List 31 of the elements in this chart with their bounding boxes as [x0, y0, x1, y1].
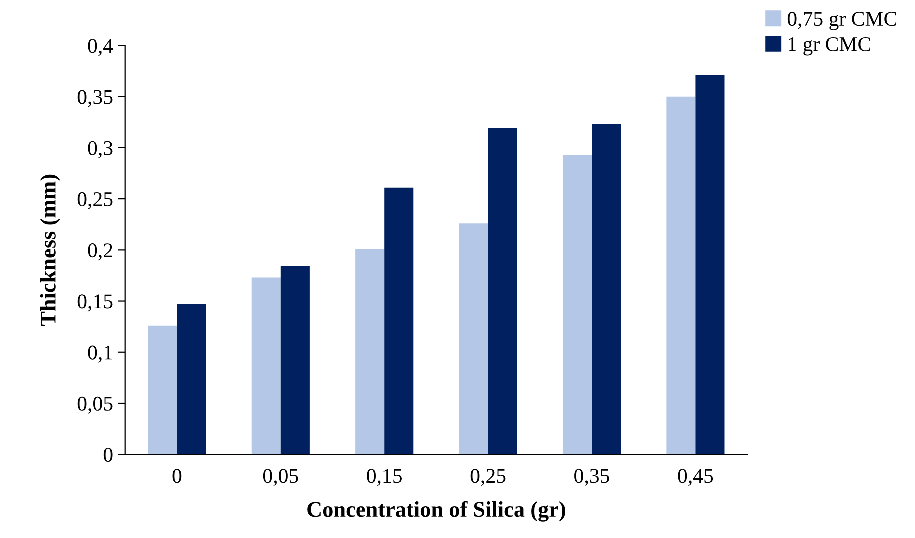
legend-label: 0,75 gr CMC [788, 12, 897, 30]
y-tick-label: 0,35 [78, 90, 113, 108]
y-tick-label: 0,3 [88, 141, 113, 158]
bar [280, 266, 310, 455]
y-tick-label: 0,25 [78, 192, 113, 210]
bar [696, 75, 725, 455]
bar [148, 326, 178, 455]
bar [562, 155, 592, 455]
y-tick-label: 0,15 [78, 294, 113, 312]
y-tick-label: 0,1 [88, 346, 112, 363]
x-tick-label: 0,25 [470, 469, 506, 486]
y-tick-label: 0,05 [78, 396, 113, 414]
bar [384, 188, 414, 455]
bar [356, 249, 385, 455]
bar [488, 128, 518, 455]
y-tick-label: 0,4 [88, 39, 114, 56]
bar [177, 304, 206, 455]
x-axis-title: Concentration of Silica (gr) [308, 501, 566, 522]
x-tick-label: 0,35 [574, 469, 610, 486]
y-tick-label: 0 [104, 448, 113, 462]
x-tick-label: 0,15 [367, 469, 402, 486]
legend-label: 1 gr CMC [788, 37, 870, 56]
bar [592, 124, 622, 455]
bar [666, 96, 696, 455]
x-tick-label: 0 [172, 469, 182, 484]
y-axis-title: Thickness (mm) [40, 174, 60, 326]
x-tick-label: 0,05 [263, 469, 298, 486]
bar [252, 278, 281, 455]
x-tick-label: 0,45 [678, 469, 714, 486]
bar [459, 224, 488, 455]
y-tick-label: 0,2 [88, 244, 112, 261]
